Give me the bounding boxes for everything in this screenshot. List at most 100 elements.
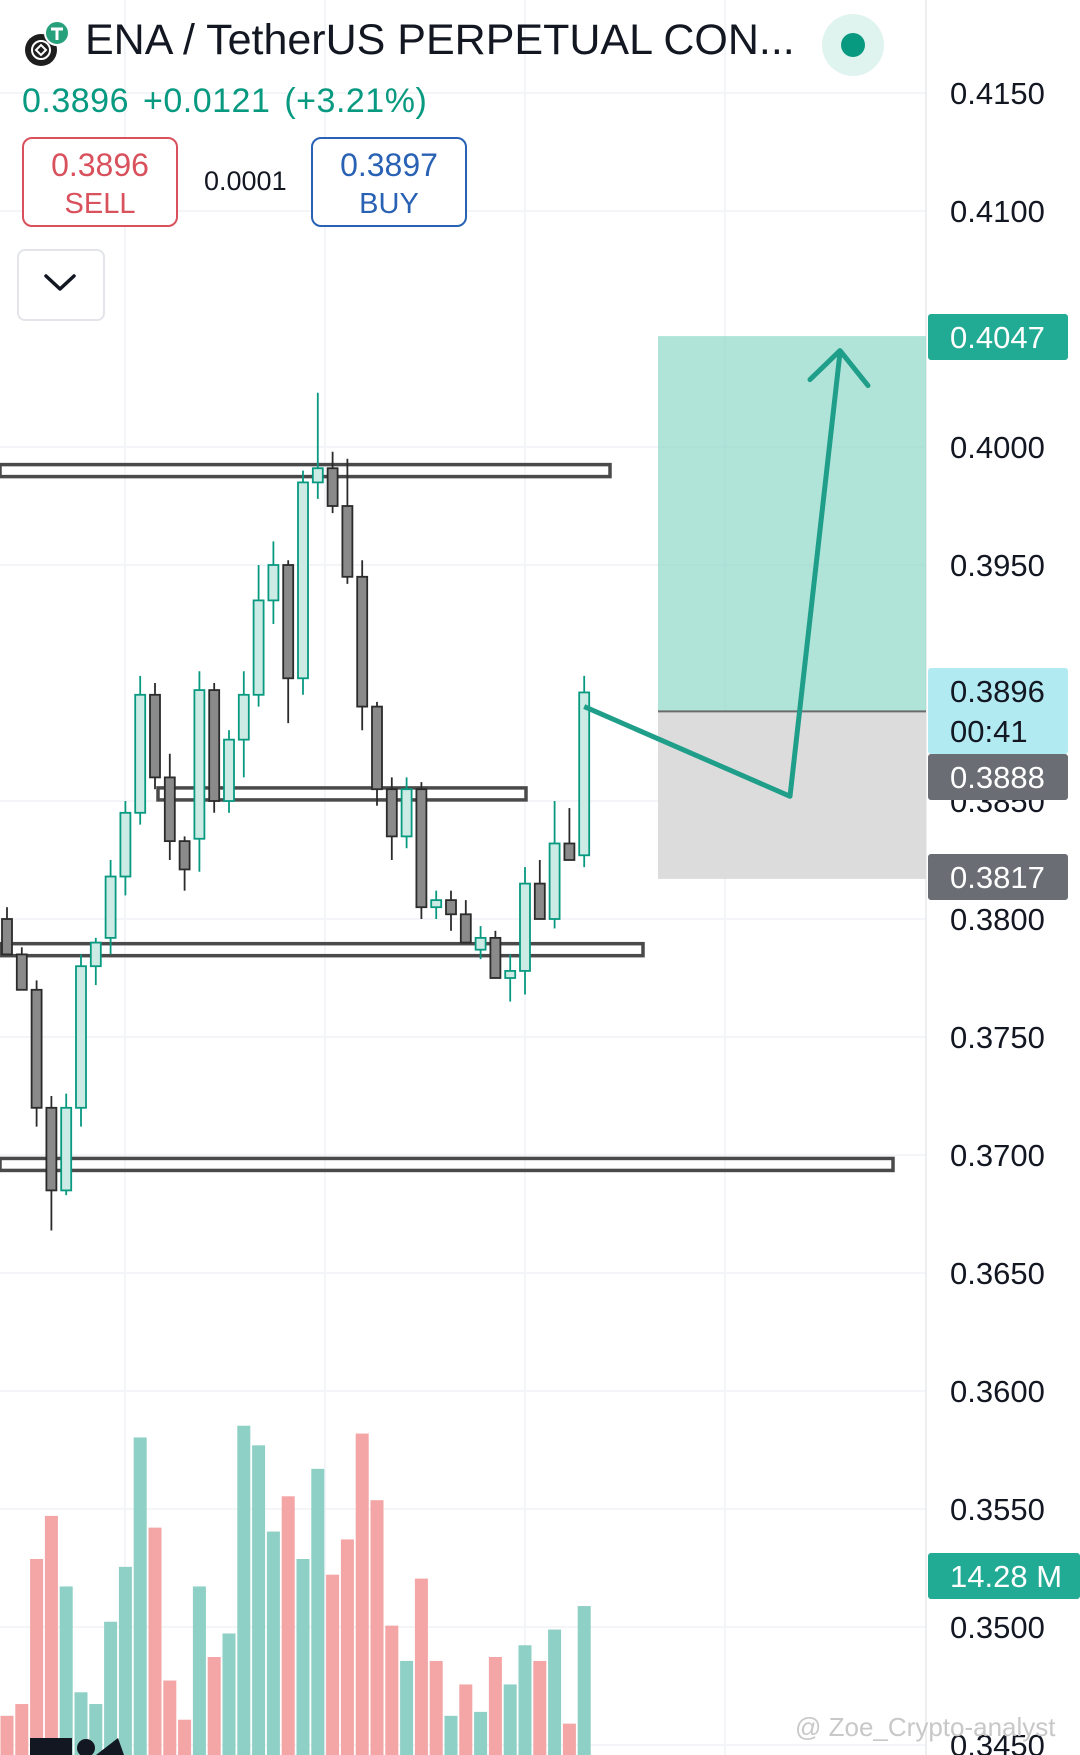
position-zone — [658, 336, 926, 879]
price-axis-label: 0.3750 — [950, 1020, 1045, 1055]
volume-bar — [562, 1723, 576, 1755]
candle-body — [578, 691, 591, 857]
volume-bar — [30, 1559, 44, 1755]
candle-body — [1, 918, 13, 956]
volume-bar — [266, 1531, 280, 1755]
tradingview-logo-mark — [96, 1738, 124, 1755]
support-resistance-level — [0, 1156, 895, 1173]
candle-body — [193, 689, 206, 840]
symbol-title[interactable]: ENA / TetherUS PERPETUAL CON... — [85, 16, 795, 64]
volume-bar — [0, 1715, 14, 1755]
volume-bar — [385, 1625, 399, 1755]
price-axis-label: 0.3450 — [950, 1728, 1045, 1755]
candle-body — [311, 467, 324, 484]
candle-body — [134, 693, 147, 814]
last-price: 0.3896 — [22, 82, 129, 120]
volume-bar — [178, 1719, 192, 1755]
current-price-label: 0.3896 — [950, 674, 1045, 709]
price-change-percent: (+3.21%) — [284, 82, 428, 120]
candle-body — [430, 899, 443, 909]
candle-body — [223, 738, 235, 802]
volume-bar — [503, 1684, 517, 1755]
symbol-header: ENA / TetherUS PERPETUAL CON... 0.3896 +0… — [0, 0, 925, 330]
volume-bar — [148, 1527, 162, 1755]
candle-body — [385, 788, 398, 838]
price-axis-label: 0.3500 — [950, 1610, 1045, 1645]
volume-bar — [548, 1629, 562, 1755]
volume-bar — [459, 1684, 473, 1755]
candle-body — [371, 705, 383, 791]
live-dot-icon — [841, 33, 865, 57]
volume-bar — [400, 1660, 414, 1755]
candle-body — [548, 842, 561, 920]
volume-bar — [355, 1433, 369, 1755]
volume-badge — [928, 1553, 1080, 1599]
bar-countdown-label: 00:41 — [950, 714, 1028, 749]
price-axis-label: 0.3800 — [950, 902, 1045, 937]
volume-bar — [59, 1586, 73, 1755]
chevron-down-icon — [44, 274, 76, 291]
candle-body — [400, 788, 413, 838]
volume-bar — [133, 1437, 147, 1755]
volume-bar — [518, 1645, 532, 1755]
candle-body — [489, 936, 502, 979]
candle-body — [341, 505, 354, 578]
price-axis-label: 0.3700 — [950, 1138, 1045, 1173]
volume-bar — [163, 1680, 177, 1755]
volume-bar — [414, 1578, 428, 1755]
volume-bar — [252, 1445, 266, 1755]
volume-bar — [533, 1660, 547, 1755]
candle-body — [237, 693, 250, 741]
buy-button[interactable]: 0.3897 BUY — [311, 137, 467, 227]
candle-body — [267, 564, 280, 602]
support-resistance-level — [0, 941, 645, 958]
candle-body — [445, 899, 457, 916]
candle-body — [60, 1106, 73, 1192]
stop-badge — [928, 854, 1068, 900]
watermark: @ Zoe_Crypto-analyst — [795, 1712, 1056, 1742]
candle-body — [163, 776, 176, 843]
candle-body — [504, 970, 517, 979]
candle-body — [356, 575, 369, 708]
volume-bar — [429, 1660, 443, 1755]
collapse-button[interactable] — [17, 249, 105, 321]
candle-body — [30, 988, 43, 1109]
candle-body — [119, 811, 132, 878]
sell-price: 0.3896 — [51, 147, 149, 183]
candle-body — [459, 913, 472, 944]
volume-bar — [15, 1704, 29, 1755]
volume-bar — [370, 1500, 384, 1755]
projection-arrow — [583, 348, 871, 799]
price-summary: 0.3896 +0.0121 (+3.21%) — [22, 82, 441, 121]
candle-body — [208, 689, 221, 802]
candle-body — [45, 1106, 58, 1192]
candle-body — [15, 953, 28, 991]
price-axis-label: 0.4150 — [950, 76, 1045, 111]
volume-bar — [237, 1425, 251, 1755]
volume-bar — [311, 1468, 325, 1755]
candle-body — [415, 788, 428, 909]
candle-body — [297, 481, 309, 680]
candle-body — [474, 936, 487, 951]
volume-bar — [281, 1496, 295, 1755]
buy-price: 0.3897 — [340, 147, 438, 183]
candles — [1, 392, 591, 1231]
candle-body — [252, 599, 265, 696]
sell-button[interactable]: 0.3896 SELL — [22, 137, 178, 227]
volume-bar — [192, 1586, 206, 1755]
horizontal-levels — [0, 462, 895, 1173]
candle-body — [519, 882, 531, 972]
volume-bar — [44, 1515, 58, 1755]
market-status-indicator[interactable] — [822, 14, 884, 76]
entry-badge — [928, 754, 1068, 800]
projection-path — [583, 352, 843, 799]
target-badge-label: 0.4047 — [950, 320, 1045, 355]
volume-bar — [326, 1574, 340, 1755]
stop-badge-label: 0.3817 — [950, 860, 1045, 895]
volume-bar — [207, 1657, 221, 1755]
sell-label: SELL — [64, 188, 136, 220]
candle-body — [282, 564, 295, 680]
price-badges: 0.4047 0.3896 00:41 0.3888 0.3817 14.28 M — [30, 314, 1080, 1755]
entry-badge-label: 0.3888 — [950, 760, 1045, 795]
